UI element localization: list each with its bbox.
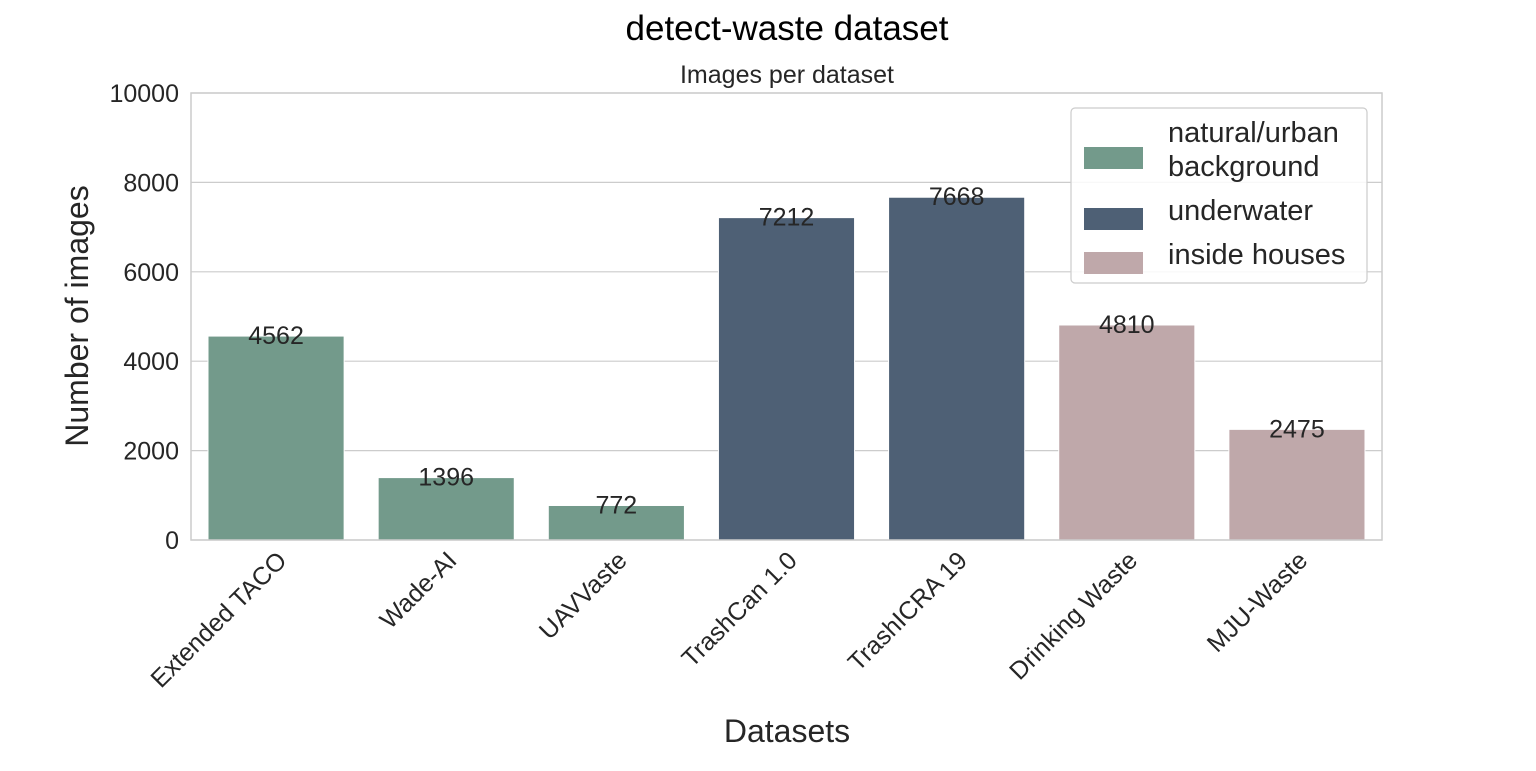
legend-label: underwater	[1168, 195, 1313, 227]
bar-value-label: 2475	[1269, 415, 1325, 443]
x-tick-label: Wade-AI	[375, 546, 463, 634]
y-tick-label: 8000	[123, 169, 179, 197]
bar-value-label: 772	[595, 491, 637, 519]
chart-subtitle: Images per dataset	[680, 61, 894, 89]
x-tick-label: MJU-Waste	[1202, 546, 1313, 657]
legend-label: inside houses	[1168, 239, 1345, 271]
y-tick-label: 10000	[109, 80, 179, 108]
bar	[547, 504, 685, 541]
x-tick-labels: Extended TACO Wade-AI UAVVaste TrashCan 1.0…	[145, 546, 1313, 693]
y-tick-label: 0	[165, 527, 179, 555]
x-tick-label: TrashICRA 19	[843, 546, 973, 676]
x-axis-title: Datasets	[724, 713, 850, 749]
x-tick-label: Drinking Waste	[1004, 546, 1143, 685]
bar-value-label: 7668	[929, 183, 985, 211]
x-tick-label: TrashCan 1.0	[676, 546, 802, 672]
y-tick-label: 4000	[123, 348, 179, 376]
y-axis-title: Number of images	[59, 185, 95, 446]
legend-box	[1070, 107, 1368, 284]
y-tick-label: 6000	[123, 259, 179, 287]
legend-label: natural/urban background	[1168, 117, 1339, 183]
bar	[1058, 324, 1196, 541]
legend-swatch	[1084, 252, 1143, 274]
legend-swatch	[1084, 147, 1143, 169]
bar-value-labels: 4562 1396 772 7212 7668 4810 2475	[248, 183, 1324, 519]
chart-title: detect-waste dataset	[626, 9, 949, 48]
legend: natural/urban background underwater inside …	[1070, 107, 1368, 284]
legend-swatch	[1084, 208, 1143, 230]
bar-value-label: 7212	[759, 204, 815, 232]
x-tick-label: UAVVaste	[534, 546, 633, 645]
bar	[888, 196, 1026, 541]
x-tick-label: Extended TACO	[145, 546, 292, 693]
bar-value-label: 4810	[1099, 311, 1155, 339]
bar	[1228, 428, 1366, 541]
y-tick-label: 2000	[123, 438, 179, 466]
bar	[377, 477, 515, 541]
plot-frame	[190, 92, 1383, 541]
y-tick-labels: 0 2000 4000 6000 8000 10000	[109, 80, 179, 555]
bars	[207, 196, 1366, 541]
bar	[717, 217, 856, 541]
bar-value-label: 4562	[248, 322, 304, 350]
bar	[207, 335, 345, 541]
bar-value-label: 1396	[418, 464, 474, 492]
